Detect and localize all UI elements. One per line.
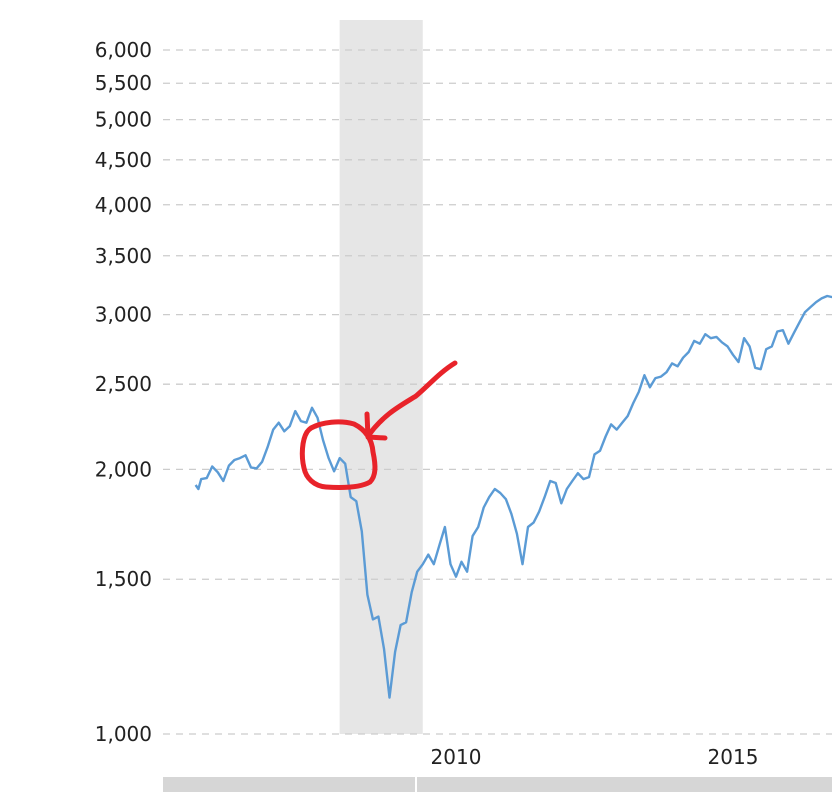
- series-group: [194, 294, 832, 699]
- x-tick-label: 2010: [431, 745, 482, 769]
- y-tick-label: 6,000: [95, 38, 152, 62]
- y-tick-label: 2,000: [95, 457, 152, 481]
- annotation: [299, 360, 458, 490]
- y-tick-label: 4,000: [95, 193, 152, 217]
- series-line: [194, 294, 832, 699]
- x-axis: 2010 2015: [431, 745, 759, 769]
- y-tick-label: 2,500: [95, 372, 152, 396]
- x-axis-bar: [163, 777, 832, 792]
- annotation-arrow: [365, 360, 458, 439]
- y-tick-label: 3,000: [95, 303, 152, 327]
- y-tick-label: 1,000: [95, 722, 152, 746]
- x-tick-label: 2015: [708, 745, 759, 769]
- y-tick-label: 1,500: [95, 567, 152, 591]
- y-tick-label: 5,000: [95, 108, 152, 132]
- recession-band: [339, 20, 423, 734]
- annotation-circle: [299, 419, 378, 490]
- grid: [163, 49, 832, 735]
- y-tick-label: 4,500: [95, 148, 152, 172]
- y-tick-label: 3,500: [95, 244, 152, 268]
- y-tick-label: 5,500: [95, 71, 152, 95]
- y-axis: 1,000 1,500 2,000 2,500 3,000 3,500 4,000 4,500…: [95, 38, 152, 746]
- annotation-arrowhead: [364, 411, 388, 441]
